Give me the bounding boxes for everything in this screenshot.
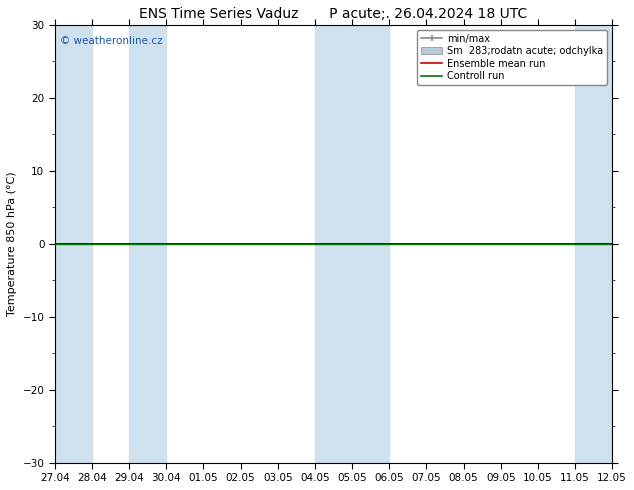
Title: ENS Time Series Vaduz       P acute;. 26.04.2024 18 UTC: ENS Time Series Vaduz P acute;. 26.04.20… — [139, 7, 527, 21]
Bar — [575, 25, 612, 463]
Legend: min/max, Sm  283;rodatn acute; odchylka, Ensemble mean run, Controll run: min/max, Sm 283;rodatn acute; odchylka, … — [417, 30, 607, 85]
Bar — [315, 25, 389, 463]
Text: © weatheronline.cz: © weatheronline.cz — [60, 36, 163, 46]
Y-axis label: Temperature 850 hPa (°C): Temperature 850 hPa (°C) — [7, 172, 17, 316]
Bar — [55, 25, 92, 463]
Bar — [129, 25, 166, 463]
